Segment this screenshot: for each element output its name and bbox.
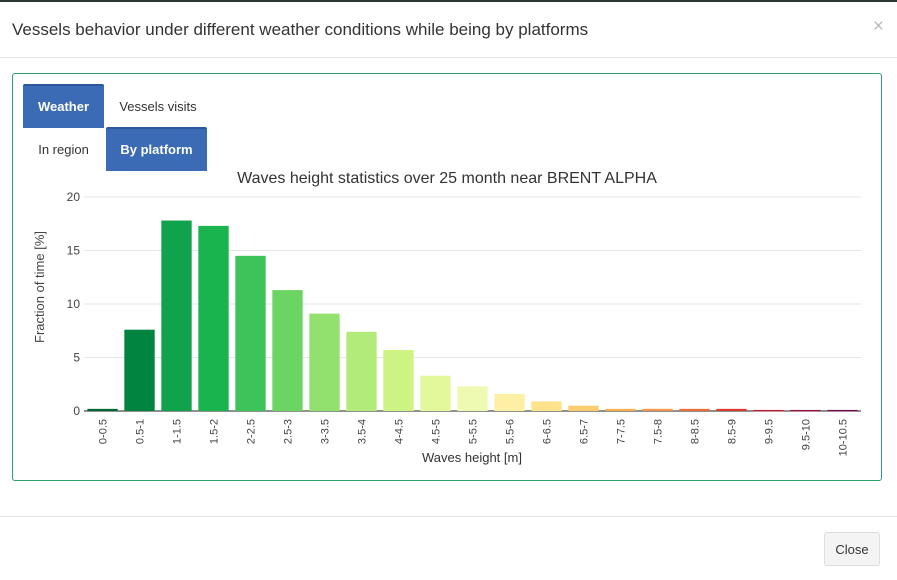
bar-10-10.5[interactable] [827,409,858,412]
close-button[interactable]: Close [824,532,880,566]
bar-6.5-7[interactable] [568,405,599,411]
y-tick-label: 10 [67,297,81,311]
x-tick-label: 5-5.5 [468,419,480,444]
x-tick-label: 1.5-2 [209,419,221,444]
x-tick-label: 9-9.5 [764,419,776,444]
bar-4-4.5[interactable] [383,350,414,411]
x-axis-label: Waves height [m] [422,450,522,465]
x-tick-label: 0-0.5 [98,419,110,444]
x-tick-label: 5.5-6 [505,419,517,444]
x-tick-label: 10-10.5 [838,419,850,456]
x-tick-label: 2-2.5 [246,419,258,444]
tab-weather[interactable]: Weather [23,84,104,128]
bar-0.5-1[interactable] [124,329,155,411]
x-tick-label: 7-7.5 [616,419,628,444]
bar-0-0.5[interactable] [87,408,118,411]
modal-header: Vessels behavior under different weather… [0,2,897,58]
y-tick-label: 15 [67,244,81,258]
bar-5.5-6[interactable] [494,393,525,411]
bar-3.5-4[interactable] [346,331,377,411]
bar-7.5-8[interactable] [642,408,673,411]
x-tick-label: 4.5-5 [431,419,443,444]
bar-9-9.5[interactable] [753,409,784,412]
bar-2-2.5[interactable] [235,255,266,411]
top-strip [0,0,897,2]
tab-vessels-visits[interactable]: Vessels visits [119,99,197,114]
x-tick-label: 2.5-3 [283,419,295,444]
close-icon[interactable]: × [872,16,884,37]
y-axis-label: Fraction of time [%] [32,231,47,343]
waves-height-chart: Waves height statistics over 25 month ne… [32,170,861,465]
y-tick-labels: 0 5 10 15 20 [67,190,81,418]
footer-divider [0,516,897,517]
bar-2.5-3[interactable] [272,290,303,411]
y-tick-label: 20 [67,190,81,204]
tab-by-platform[interactable]: By platform [106,127,207,171]
bar-4.5-5[interactable] [420,375,451,411]
y-tick-label: 5 [73,351,80,365]
chart-title: Waves height statistics over 25 month ne… [237,170,657,187]
modal-title: Vessels behavior under different weather… [12,20,589,39]
x-tick-labels: 0-0.5 0.5-1 1-1.5 1.5-2 2-2.5 2.5-3 3-3.5 3.5-4… [98,419,850,456]
bar-8.5-9[interactable] [716,408,747,411]
bar-3-3.5[interactable] [309,313,340,411]
y-tick-label: 0 [73,404,80,418]
x-tick-label: 9.5-10 [801,419,813,450]
x-tick-label: 1-1.5 [172,419,184,444]
bar-6-6.5[interactable] [531,401,562,411]
tab-in-region[interactable]: In region [38,142,89,157]
x-tick-label: 8.5-9 [727,419,739,444]
bar-1-1.5[interactable] [161,220,192,411]
bar-9.5-10[interactable] [790,409,821,412]
x-tick-label: 3-3.5 [320,419,332,444]
bar-1.5-2[interactable] [198,225,229,411]
x-tick-label: 8-8.5 [690,419,702,444]
chart-bars [87,220,858,412]
bar-7-7.5[interactable] [605,408,636,411]
x-tick-label: 0.5-1 [135,419,147,444]
x-tick-label: 7.5-8 [653,419,665,444]
bar-8-8.5[interactable] [679,408,710,411]
bar-5-5.5[interactable] [457,386,488,411]
content-panel [12,73,882,481]
x-tick-label: 4-4.5 [394,419,406,444]
x-tick-label: 3.5-4 [357,419,369,444]
x-tick-label: 6.5-7 [579,419,591,444]
x-tick-label: 6-6.5 [542,419,554,444]
